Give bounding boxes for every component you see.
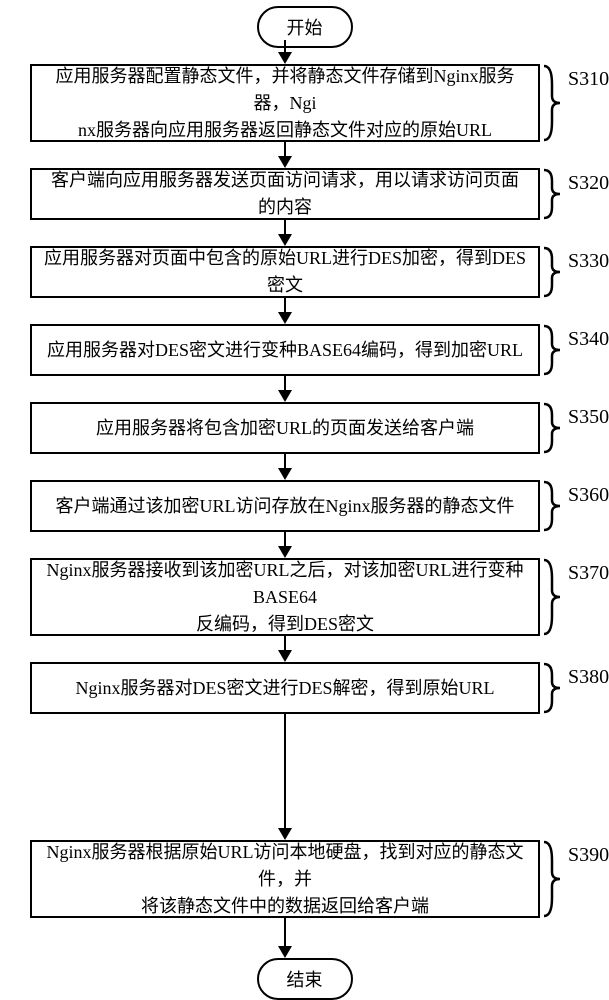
process-text-line: 应用服务器配置静态文件，并将静态文件存储到Nginx服务器，Ngi (44, 63, 526, 117)
step-label: S380 (568, 666, 609, 689)
process-step: 应用服务器对DES密文进行变种BASE64编码，得到加密URL (30, 324, 540, 376)
process-step: 应用服务器配置静态文件，并将静态文件存储到Nginx服务器，Ngi nx服务器向… (30, 64, 540, 142)
step-label: S350 (568, 406, 609, 429)
process-text-line: Nginx服务器对DES密文进行DES解密，得到原始URL (75, 675, 494, 702)
brace (542, 168, 562, 220)
terminator-end: 结束 (257, 958, 353, 1000)
step-label: S340 (568, 328, 609, 351)
terminator-start: 开始 (257, 6, 353, 48)
process-text-line: 反编码，得到DES密文 (196, 611, 374, 638)
step-label: S320 (568, 172, 609, 195)
step-label: S360 (568, 484, 609, 507)
step-label: S370 (568, 562, 609, 585)
process-text-line: 应用服务器对DES密文进行变种BASE64编码，得到加密URL (47, 337, 523, 364)
process-text-line: nx服务器向应用服务器返回静态文件对应的原始URL (78, 117, 492, 144)
process-step: Nginx服务器对DES密文进行DES解密，得到原始URL (30, 662, 540, 714)
brace (542, 840, 562, 918)
brace (542, 402, 562, 454)
brace (542, 480, 562, 532)
process-text-line: Nginx服务器接收到该加密URL之后，对该加密URL进行变种BASE64 (44, 557, 526, 611)
terminator-start-text: 开始 (287, 18, 323, 38)
process-step: 应用服务器将包含加密URL的页面发送给客户端 (30, 402, 540, 454)
process-text-line: 客户端通过该加密URL访问存放在Nginx服务器的静态文件 (56, 493, 515, 520)
brace (542, 662, 562, 714)
process-step: Nginx服务器根据原始URL访问本地硬盘，找到对应的静态文件，并 将该静态文件… (30, 840, 540, 918)
process-step: 客户端向应用服务器发送页面访问请求，用以请求访问页面的内容 (30, 168, 540, 220)
process-text-line: 应用服务器对页面中包含的原始URL进行DES加密，得到DES密文 (44, 245, 526, 299)
process-step: 客户端通过该加密URL访问存放在Nginx服务器的静态文件 (30, 480, 540, 532)
step-label: S390 (568, 844, 609, 867)
brace (542, 324, 562, 376)
brace (542, 246, 562, 298)
process-text-line: Nginx服务器根据原始URL访问本地硬盘，找到对应的静态文件，并 (44, 839, 526, 893)
process-text-line: 将该静态文件中的数据返回给客户端 (141, 893, 429, 920)
process-text-line: 客户端向应用服务器发送页面访问请求，用以请求访问页面的内容 (44, 167, 526, 221)
step-label: S330 (568, 250, 609, 273)
step-label: S310 (568, 68, 609, 91)
flowchart-container: 开始 应用服务器配置静态文件，并将静态文件存储到Nginx服务器，Ngi nx服… (0, 0, 609, 1000)
brace (542, 558, 562, 636)
process-step: 应用服务器对页面中包含的原始URL进行DES加密，得到DES密文 (30, 246, 540, 298)
process-step: Nginx服务器接收到该加密URL之后，对该加密URL进行变种BASE64 反编… (30, 558, 540, 636)
process-text-line: 应用服务器将包含加密URL的页面发送给客户端 (96, 415, 474, 442)
terminator-end-text: 结束 (287, 970, 323, 990)
brace (542, 64, 562, 142)
